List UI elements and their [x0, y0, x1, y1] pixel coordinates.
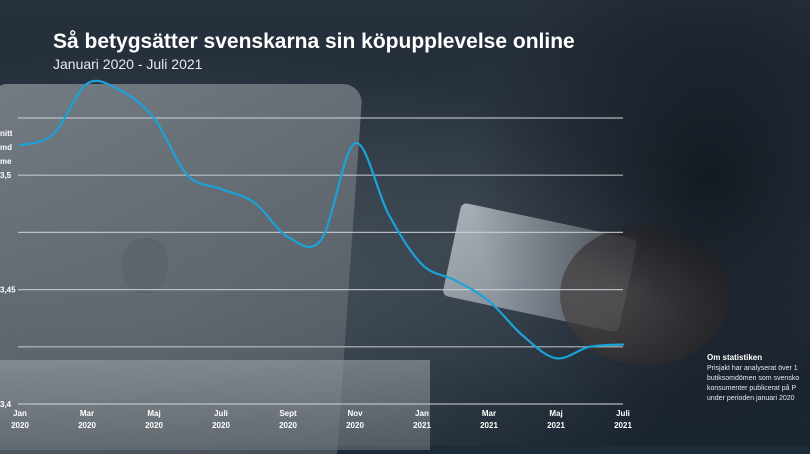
y-axis-label-line: me [0, 157, 12, 166]
about-statistics-heading: Om statistiken [707, 353, 810, 363]
y-axis-label-line: nitt [0, 129, 13, 138]
about-statistics-text: Prisjakt har analyserat över 1 butiksomd… [707, 364, 810, 404]
gridlines [18, 118, 623, 404]
about-statistics: Om statistiken Prisjakt har analyserat ö… [707, 353, 810, 404]
series-line [20, 81, 623, 359]
y-tick-label: 3,45 [0, 286, 16, 295]
y-axis-label-line: md [0, 143, 12, 152]
y-axis-ticks: 3,5 3,45 3,4 [0, 171, 16, 409]
series [20, 81, 623, 359]
y-tick-label: 3,5 [0, 171, 12, 180]
y-tick-label: 3,4 [0, 400, 12, 409]
y-axis-label: nitt md me [0, 129, 13, 166]
